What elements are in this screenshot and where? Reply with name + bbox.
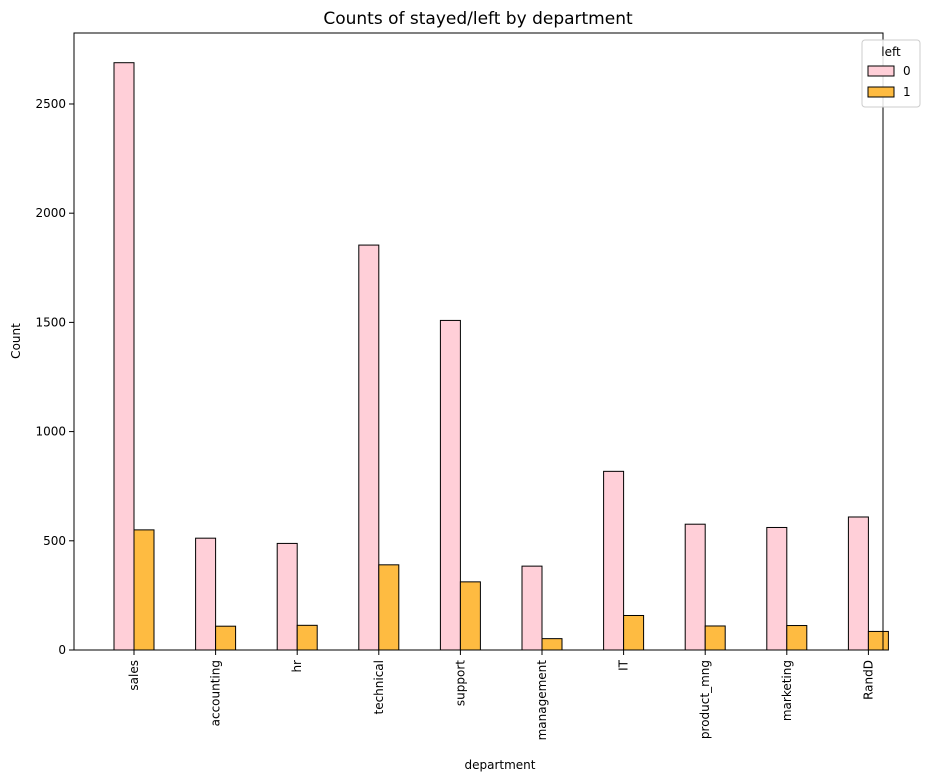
legend: left 01: [861, 39, 921, 108]
chart-title: Counts of stayed/left by department: [323, 9, 633, 29]
x-tick-label-management: management: [535, 660, 549, 741]
x-tick-label-product_mng: product_mng: [698, 660, 712, 739]
bar-management-left-0: [521, 565, 543, 651]
y-axis-label: Count: [9, 323, 23, 359]
bar-IT-left-0: [603, 470, 625, 651]
bar-RandD-left-0: [847, 516, 869, 651]
axes-frame: [73, 32, 884, 651]
x-tick-label-marketing: marketing: [780, 660, 794, 721]
x-tick-label-RandD: RandD: [861, 660, 875, 700]
x-tick-label-IT: IT: [617, 659, 631, 671]
y-tick-label: 1500: [35, 315, 66, 329]
bar-marketing-left-0: [766, 526, 788, 651]
bar-product_mng-left-1: [704, 625, 726, 651]
legend-label-1: 1: [903, 85, 911, 99]
y-tick-label: 1000: [35, 425, 66, 439]
legend-swatch-1: [867, 86, 895, 98]
bar-marketing-left-1: [786, 625, 808, 651]
x-tick-label-technical: technical: [372, 660, 386, 715]
bar-IT-left-1: [623, 614, 645, 651]
legend-items: 01: [867, 64, 911, 99]
y-tick-label: 0: [58, 643, 66, 657]
bar-hr-left-1: [296, 624, 318, 651]
x-axis: sales accounting hr technical support managem…: [127, 650, 875, 740]
legend-label-0: 0: [903, 64, 911, 78]
y-tick-label: 500: [43, 534, 66, 548]
x-tick-label-accounting: accounting: [209, 660, 223, 726]
y-axis: 0 500 1000 1500 2000 2500: [35, 97, 74, 657]
legend-title: left: [881, 45, 901, 59]
bar-RandD-left-1: [867, 630, 889, 651]
bar-technical-left-0: [358, 244, 380, 651]
bar-accounting-left-0: [195, 537, 217, 651]
x-tick-label-sales: sales: [127, 660, 141, 691]
x-tick-label-hr: hr: [290, 660, 304, 673]
bars-layer: [113, 62, 889, 651]
bar-support-left-0: [439, 319, 461, 651]
bar-sales-left-1: [133, 529, 155, 651]
bar-management-left-1: [541, 638, 563, 651]
y-tick-label: 2500: [35, 97, 66, 111]
bar-technical-left-1: [378, 564, 400, 651]
bar-sales-left-0: [113, 62, 135, 651]
y-tick-label: 2000: [35, 206, 66, 220]
legend-swatch-0: [867, 65, 895, 77]
bar-accounting-left-1: [215, 625, 237, 651]
bar-hr-left-0: [276, 542, 298, 651]
bar-product_mng-left-0: [684, 523, 706, 651]
x-tick-label-support: support: [453, 660, 467, 706]
x-axis-label: department: [465, 758, 536, 772]
bar-support-left-1: [459, 581, 481, 651]
